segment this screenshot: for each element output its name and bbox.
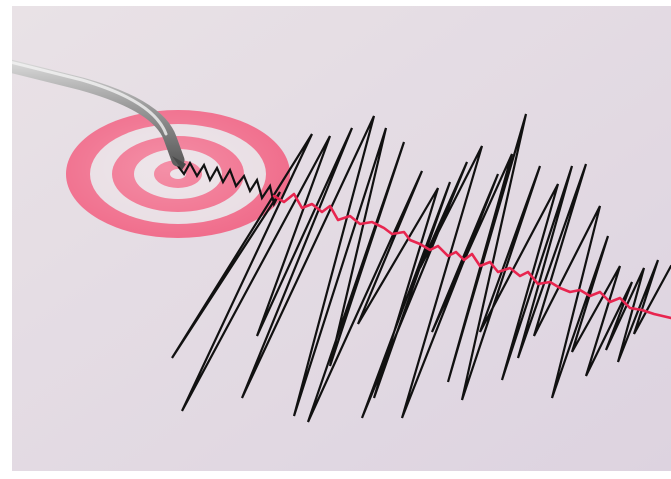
target-rings-icon bbox=[66, 110, 290, 238]
stylus-icon bbox=[12, 59, 186, 170]
stylus-tip bbox=[172, 156, 186, 170]
stylus-highlight bbox=[12, 60, 168, 136]
seismograph-scene bbox=[12, 6, 671, 471]
seismic-wave-icon bbox=[171, 113, 671, 423]
ring-highlight bbox=[66, 110, 290, 238]
seismograph-illustration bbox=[12, 6, 671, 471]
stylus-shaft bbox=[12, 59, 185, 167]
epicenter-line-icon bbox=[272, 192, 671, 320]
